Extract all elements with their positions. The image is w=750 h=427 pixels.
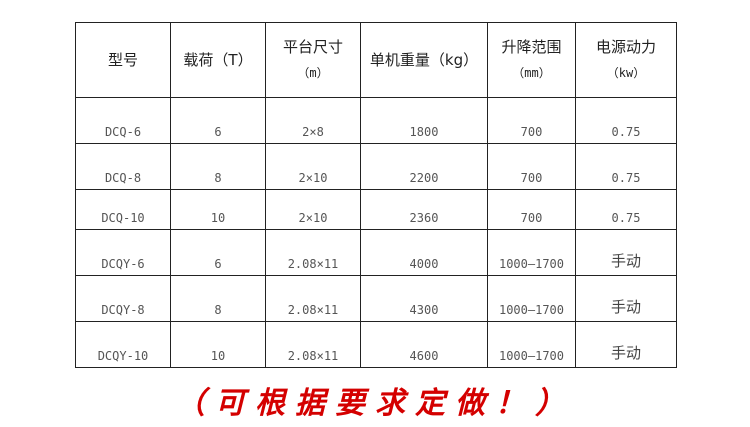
table-cell: 6 — [170, 97, 266, 144]
table-cell: DCQ-8 — [75, 143, 171, 190]
header-model: 型号 — [75, 22, 171, 98]
table-row: DCQ-8 8 2×10 2200 700 0.75 — [75, 143, 677, 190]
table-cell: 700 — [487, 97, 576, 144]
table-cell: 6 — [170, 229, 266, 276]
table-row: DCQY-6 6 2.08×11 4000 1000—1700 手动 — [75, 229, 677, 276]
table-cell: 0.75 — [575, 189, 677, 230]
header-platform-size: 平台尺寸 （m） — [265, 22, 361, 98]
table-cell: 0.75 — [575, 143, 677, 190]
table-cell: 1000—1700 — [487, 275, 576, 322]
table-row: DCQY-8 8 2.08×11 4300 1000—1700 手动 — [75, 275, 677, 322]
table-cell: 4600 — [360, 321, 488, 368]
table-cell: 2360 — [360, 189, 488, 230]
table-cell: 2.08×11 — [265, 275, 361, 322]
header-lift-range: 升降范围 （mm） — [487, 22, 576, 98]
table-cell: 700 — [487, 143, 576, 190]
table-cell: DCQY-8 — [75, 275, 171, 322]
table-row: DCQ-10 10 2×10 2360 700 0.75 — [75, 189, 677, 230]
header-power: 电源动力 （kw） — [575, 22, 677, 98]
table-cell: 手动 — [575, 229, 677, 276]
table-cell: DCQ-6 — [75, 97, 171, 144]
table-cell: DCQ-10 — [75, 189, 171, 230]
table-cell: 2×10 — [265, 143, 361, 190]
table-row: DCQ-6 6 2×8 1800 700 0.75 — [75, 97, 677, 144]
header-row: 型号 载荷（T） 平台尺寸 （m） 单机重量（kg） 升降范围 （mm） 电源动力（… — [75, 22, 677, 98]
table-cell: 1800 — [360, 97, 488, 144]
table-cell: 2.08×11 — [265, 321, 361, 368]
spec-table: 型号 载荷（T） 平台尺寸 （m） 单机重量（kg） 升降范围 （mm） 电源动力（… — [75, 22, 677, 368]
table-cell: 1000—1700 — [487, 229, 576, 276]
table-cell: 2200 — [360, 143, 488, 190]
header-weight: 单机重量（kg） — [360, 22, 488, 98]
custom-order-slogan: （可根据要求定做！） — [175, 386, 575, 421]
header-load: 载荷（T） — [170, 22, 266, 98]
table-row: DCQY-10 10 2.08×11 4600 1000—1700 手动 — [75, 321, 677, 368]
table-cell: 2×10 — [265, 189, 361, 230]
table-cell: 手动 — [575, 275, 677, 322]
table-cell: 2.08×11 — [265, 229, 361, 276]
table-cell: 700 — [487, 189, 576, 230]
table-cell: 4000 — [360, 229, 488, 276]
table-cell: 1000—1700 — [487, 321, 576, 368]
table-cell: 10 — [170, 189, 266, 230]
table-cell: 0.75 — [575, 97, 677, 144]
table-cell: 手动 — [575, 321, 677, 368]
table-cell: DCQY-6 — [75, 229, 171, 276]
table-cell: 8 — [170, 275, 266, 322]
table-cell: 4300 — [360, 275, 488, 322]
table-cell: DCQY-10 — [75, 321, 171, 368]
table-cell: 8 — [170, 143, 266, 190]
table-cell: 2×8 — [265, 97, 361, 144]
table-cell: 10 — [170, 321, 266, 368]
